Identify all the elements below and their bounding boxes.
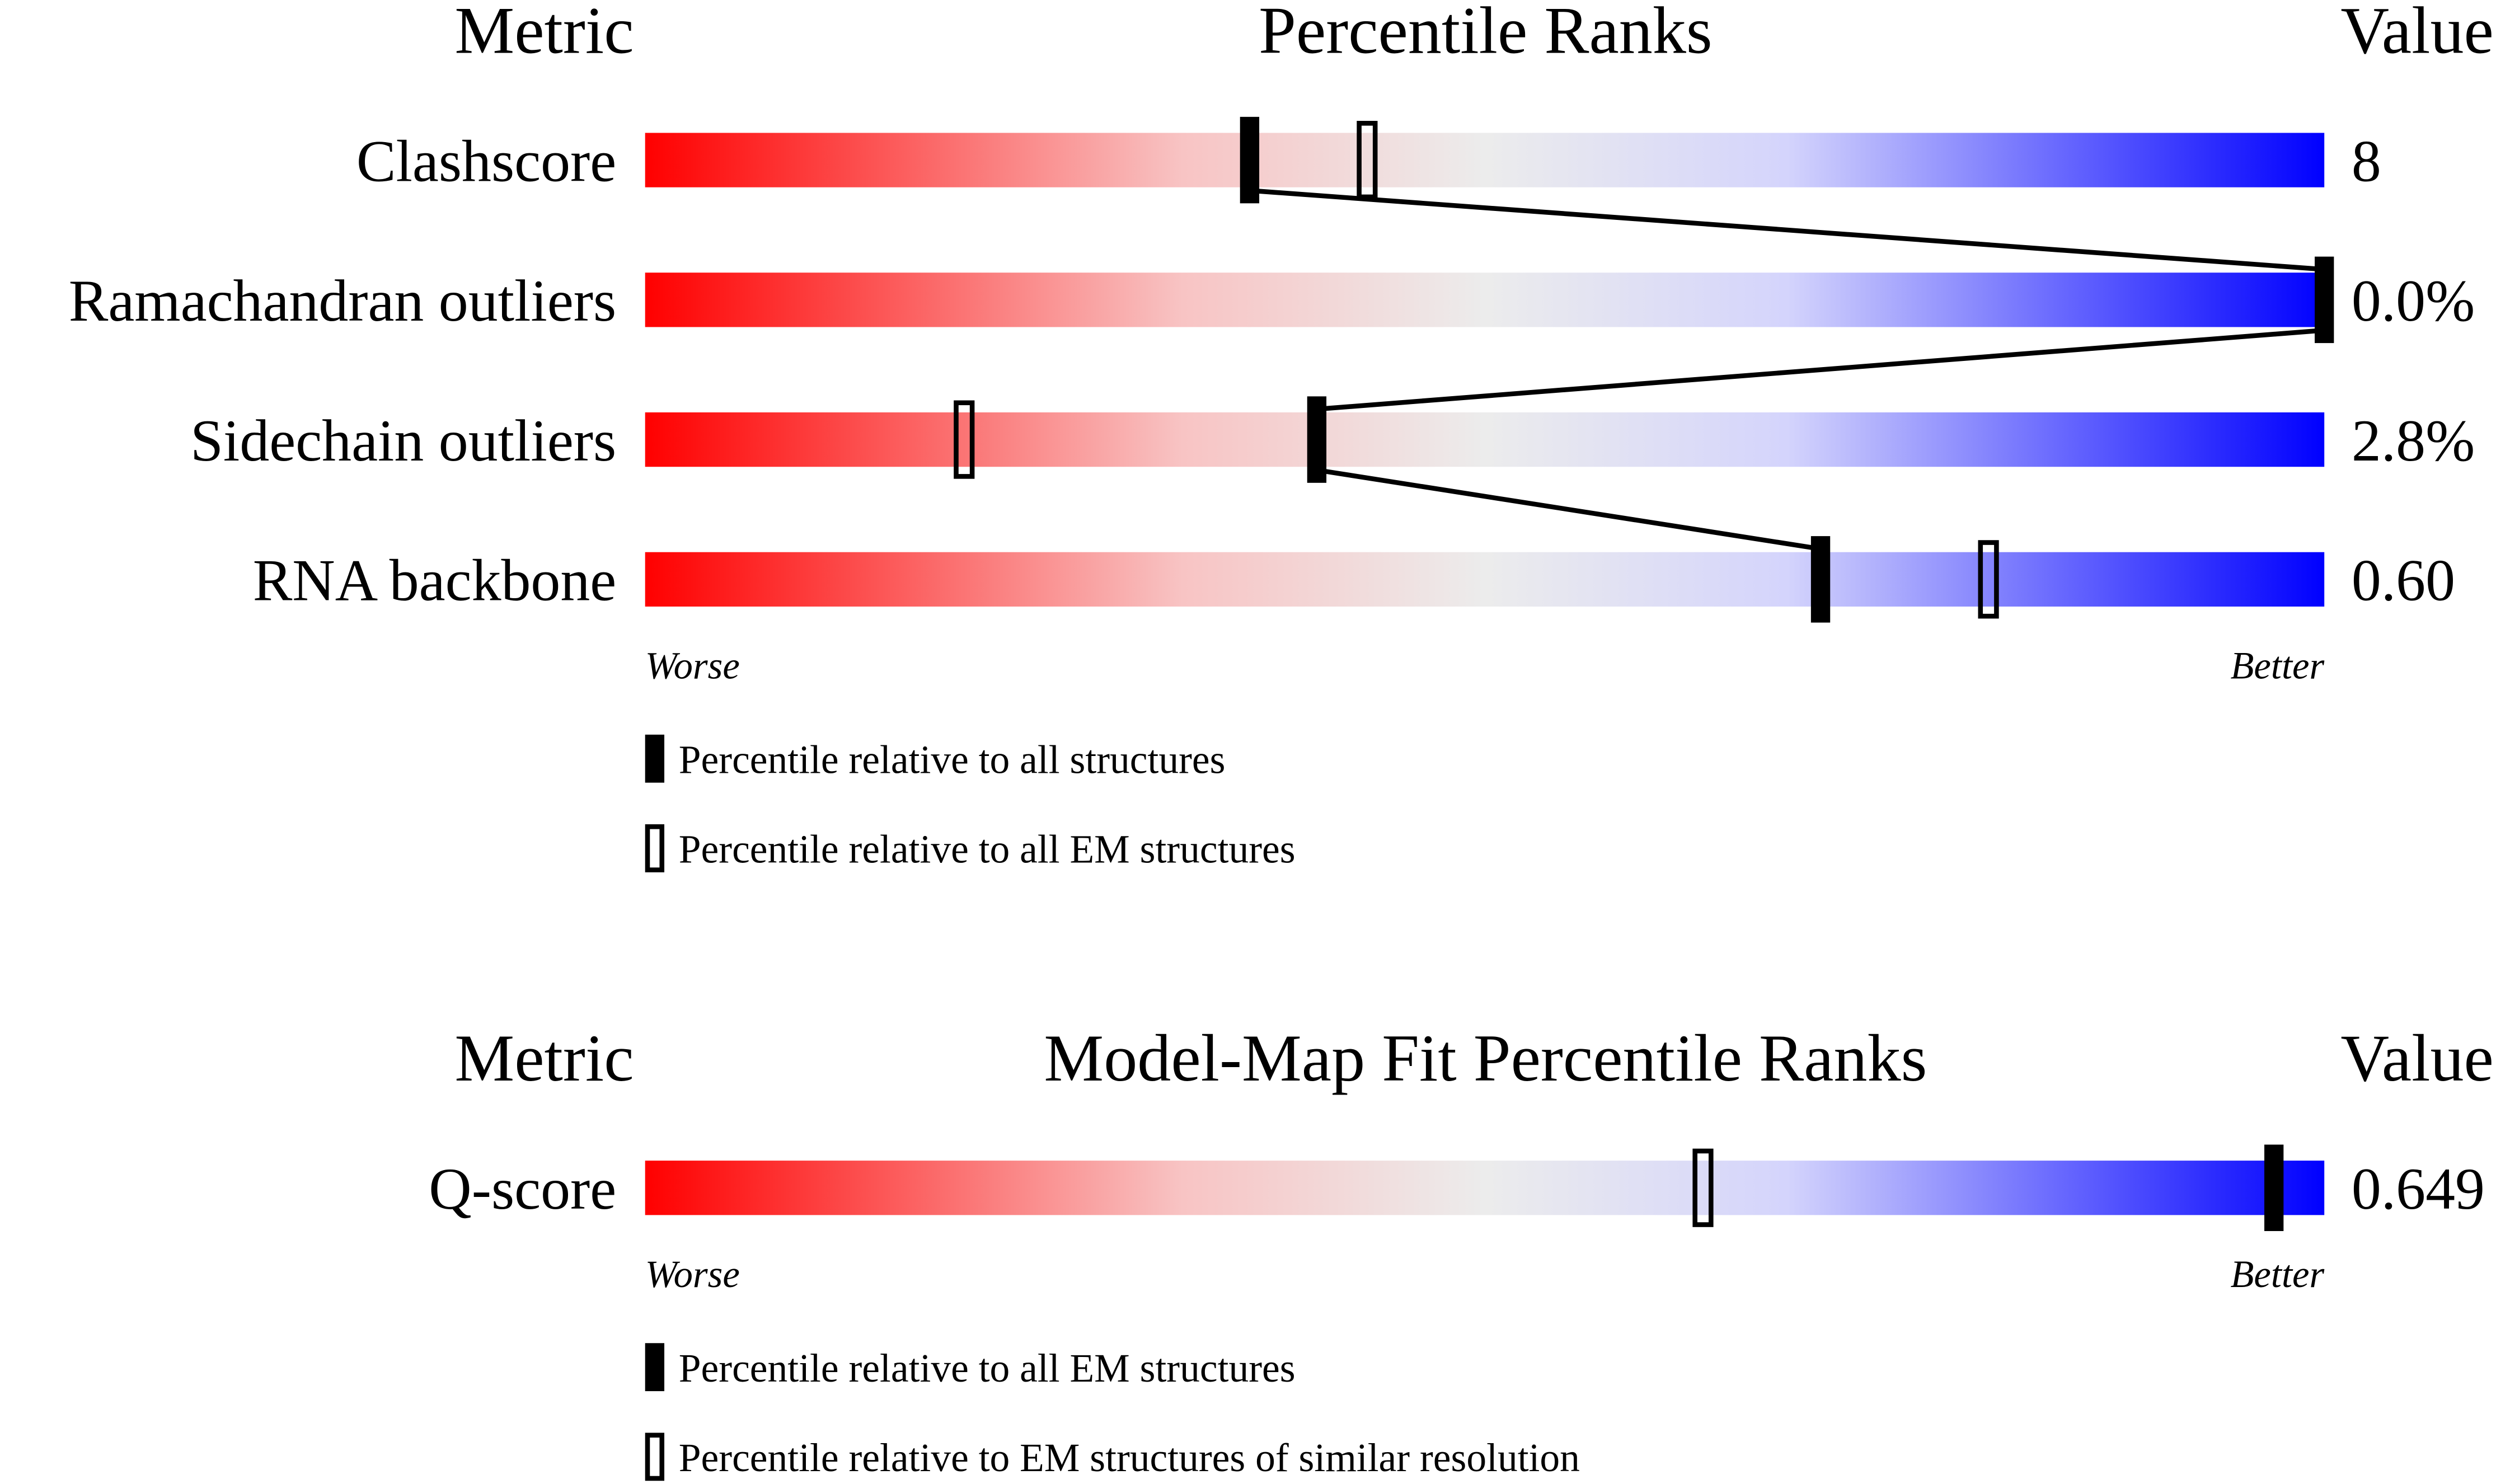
marker-outline <box>1357 120 1378 200</box>
legend-swatch <box>645 824 665 872</box>
metric-label: Sidechain outliers <box>190 408 616 473</box>
better-label: Better <box>2230 1253 2324 1295</box>
metric-label: RNA backbone <box>253 548 616 613</box>
legend-swatch <box>645 1343 665 1392</box>
better-label: Better <box>2230 645 2324 687</box>
marker-filled <box>1240 116 1260 204</box>
chart-title: Model-Map Fit Percentile Ranks <box>1044 1021 1927 1095</box>
value-header: Value <box>2340 1021 2493 1095</box>
marker-filled <box>1307 396 1327 483</box>
metric-value: 2.8% <box>2352 408 2475 473</box>
percentile-bar <box>645 133 2325 187</box>
legend-label: Percentile relative to all structures <box>679 738 1226 782</box>
percentile-bar <box>645 1161 2325 1215</box>
legend-swatch <box>645 734 665 783</box>
marker-filled <box>1810 536 1831 623</box>
worse-label: Worse <box>645 645 740 687</box>
legend-label: Percentile relative to EM structures of … <box>679 1436 1580 1480</box>
metric-value: 0.0% <box>2352 268 2475 334</box>
chart-title: Percentile Ranks <box>1259 0 1713 67</box>
marker-filled <box>2264 1144 2284 1231</box>
marker-outline <box>1692 1148 1714 1227</box>
legend-label: Percentile relative to all EM structures <box>679 828 1296 872</box>
connector-line <box>1249 188 2327 552</box>
metric-label: Clashscore <box>356 128 616 194</box>
metric-value: 0.60 <box>2352 548 2455 613</box>
percentile-bar <box>645 412 2325 467</box>
legend-label: Percentile relative to all EM structures <box>679 1346 1296 1391</box>
value-header: Value <box>2340 0 2493 67</box>
metric-header: Metric <box>454 1021 634 1095</box>
metric-label: Q-score <box>429 1156 616 1222</box>
percentile-bar <box>645 273 2325 327</box>
percentile-bar <box>645 552 2325 607</box>
worse-label: Worse <box>645 1253 740 1295</box>
metric-label: Ramachandran outliers <box>69 268 616 334</box>
marker-filled <box>2315 256 2334 344</box>
metric-value: 0.649 <box>2352 1156 2485 1222</box>
marker-outline <box>1978 540 1999 619</box>
metric-value: 8 <box>2352 128 2381 194</box>
marker-outline <box>954 400 975 479</box>
legend-swatch <box>645 1433 665 1481</box>
metric-header: Metric <box>454 0 634 67</box>
